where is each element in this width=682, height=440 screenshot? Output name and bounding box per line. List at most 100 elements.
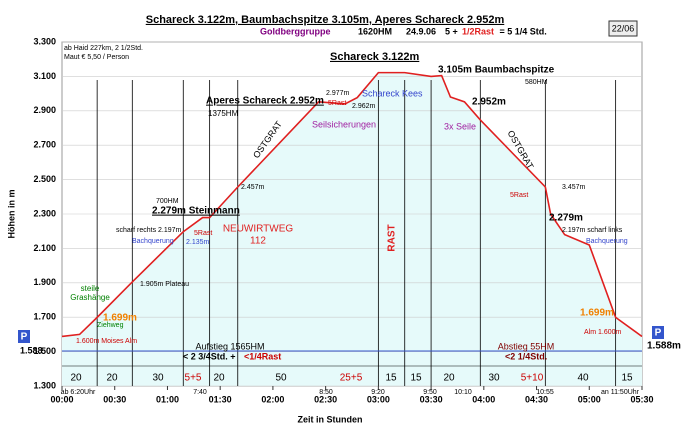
annotation: Aperes Schareck 2.952m [206, 96, 324, 107]
y-tick-label: 2.500 [33, 174, 56, 184]
time-label: 8:50 [319, 389, 333, 396]
time-label: 10:10 [454, 389, 472, 396]
annotation: 2.962m [352, 103, 376, 110]
annotation: Maut € 5,50 / Person [64, 54, 129, 61]
annotation: RAST [387, 224, 398, 251]
segment-label: 20 [443, 373, 455, 384]
annotation: Bachquerung [586, 238, 628, 245]
segment-label: 5+10 [521, 373, 544, 384]
area-fill [62, 72, 642, 386]
annotation: NEUWIRTWEG [223, 224, 294, 235]
annotation: 1.699m [103, 313, 137, 324]
badge-box [608, 20, 638, 37]
segment-label: 50 [275, 373, 287, 384]
time-label: an 11:50Uhr [601, 389, 640, 396]
annotation: Grashänge [70, 293, 110, 302]
x-tick-label: 03:00 [367, 394, 390, 404]
annotation: ab Haid 227km, 2 1/2Std. [64, 45, 143, 52]
annotation: Seilsicherungen [312, 119, 376, 129]
annotation: Bachquerung [132, 238, 174, 245]
chart-title: Schareck 3.122m, Baumbachspitze 3.105m, … [146, 14, 505, 26]
segment-label: 15 [385, 373, 397, 384]
annotation: P [655, 328, 662, 339]
annotation: <2 1/4Std. [505, 351, 547, 361]
subtitle: 5 + [445, 26, 460, 36]
annotation: P [21, 332, 28, 343]
segment-label: 30 [152, 373, 164, 384]
annotation: 2.279m Steinmann [152, 206, 240, 217]
annotation: 3.457m [562, 184, 586, 191]
time-label: ab 6:20Uhr [61, 389, 96, 396]
parking-box [18, 330, 30, 343]
segment-label: 40 [577, 373, 589, 384]
segment-label: 25+5 [340, 373, 363, 384]
annotation: 1375HM [208, 109, 239, 118]
x-tick-label: 01:30 [209, 394, 232, 404]
annotation: Schareck Kees [362, 88, 423, 98]
annotation: <1/4Rast [244, 351, 281, 361]
annotation: 5Rast [194, 230, 212, 237]
annotation: Abstieg 55HM [498, 341, 555, 351]
y-tick-label: 3.100 [33, 71, 56, 81]
x-tick-label: 04:30 [525, 394, 548, 404]
x-tick-label: 05:00 [578, 394, 601, 404]
annotation: 5Rast [328, 100, 346, 107]
y-tick-label: 1.700 [33, 312, 56, 322]
segment-label: 20 [106, 373, 118, 384]
segment-label: 20 [213, 373, 225, 384]
profile-line [61, 71, 643, 338]
time-label: 9:50 [423, 389, 437, 396]
y-tick-label: 1.500 [33, 346, 56, 356]
y-tick-label: 2.300 [33, 208, 56, 218]
annotation: 1.600m Moises Alm [76, 338, 137, 345]
y-tick-label: 2.700 [33, 140, 56, 150]
annotation: Alm 1.600m [584, 329, 622, 336]
y-tick-label: 2.900 [33, 105, 56, 115]
x-axis-label: Zeit in Stunden [298, 414, 363, 424]
annotation: Ziehweg [97, 322, 124, 329]
y-tick-label: 1.900 [33, 277, 56, 287]
subtitle: 1620HM [358, 26, 392, 36]
y-tick-label: 3.300 [33, 36, 56, 46]
annotation: 2.279m [549, 213, 583, 224]
annotation: scharf rechts 2.197m [116, 227, 182, 234]
x-tick-label: 02:30 [314, 394, 337, 404]
annotation: 3x Seile [444, 121, 476, 131]
segment-label: 30 [488, 373, 500, 384]
annotation: steile [81, 284, 100, 293]
x-tick-label: 01:00 [156, 394, 179, 404]
x-tick-label: 03:30 [420, 394, 443, 404]
time-label: 9:20 [371, 389, 385, 396]
annotation: 2.952m [472, 97, 506, 108]
annotation: 5Rast [510, 192, 528, 199]
annotation: 2.457m [241, 184, 265, 191]
annotation: 1.699m [580, 308, 614, 319]
segment-label: 20 [70, 373, 82, 384]
time-label: 7:40 [193, 389, 207, 396]
annotation: Schareck 3.122m [330, 51, 420, 63]
y-tick-label: 2.100 [33, 243, 56, 253]
segment-label: 15 [621, 373, 633, 384]
annotation: 2.197m scharf links [562, 227, 623, 234]
annotation: 2.977m [326, 90, 350, 97]
subtitle: Goldberggruppe [260, 26, 331, 36]
annotation: Aufstieg 1565HM [195, 341, 264, 351]
x-tick-label: 05:30 [630, 394, 653, 404]
segment-label: 15 [410, 373, 422, 384]
y-axis-label: Höhen in m [6, 190, 16, 239]
x-tick-label: 04:00 [472, 394, 495, 404]
annotation: 1.588 [20, 345, 43, 355]
annotation: < 2 3/4Std. + [183, 351, 236, 361]
segment-label: 5+5 [185, 373, 202, 384]
annotation: 112 [250, 236, 266, 247]
y-tick-label: 1.300 [33, 380, 56, 390]
time-label: 10:55 [536, 389, 554, 396]
annotation: 700HM [156, 198, 179, 205]
annotation: 580HM [525, 79, 548, 86]
x-tick-label: 00:00 [50, 394, 73, 404]
subtitle: 24.9.06 [406, 26, 436, 36]
annotation: 1.588m [647, 341, 681, 352]
parking-box [652, 326, 664, 339]
annotation: 1.905m Plateau [140, 281, 189, 288]
